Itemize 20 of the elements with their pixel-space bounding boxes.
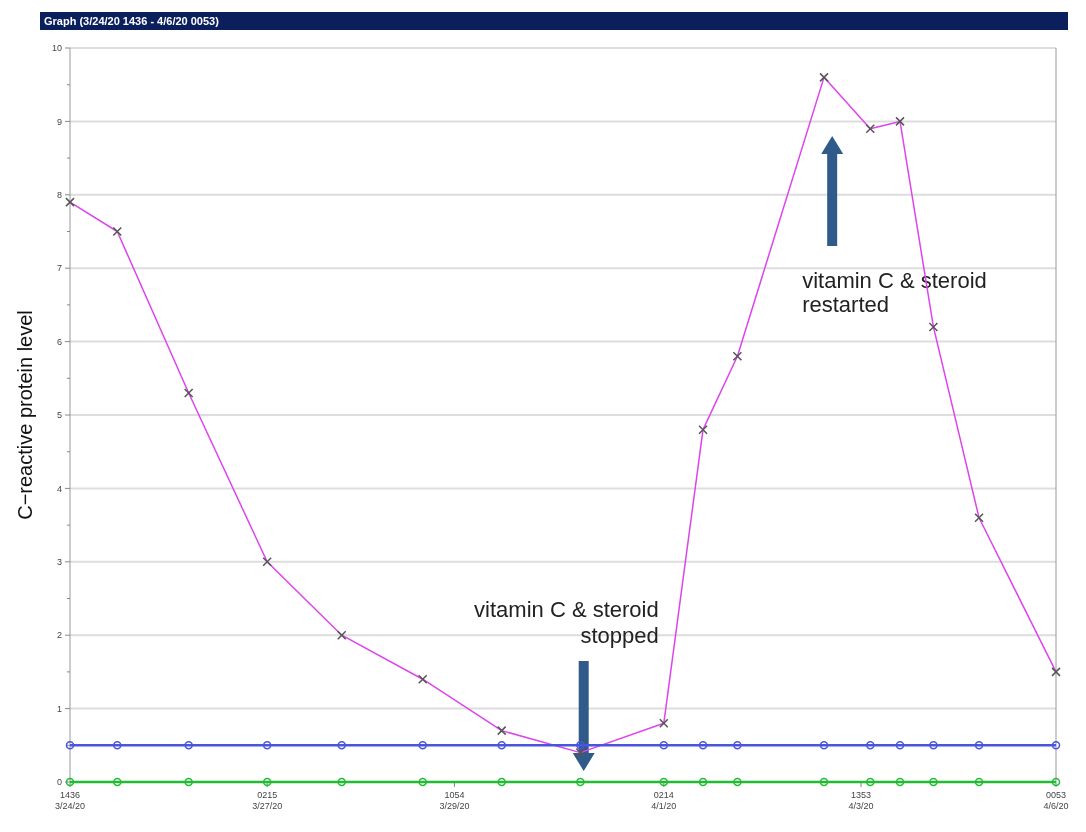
x-tick-label: 0215 3/27/20	[252, 790, 283, 811]
chart-title: Graph (3/24/20 1436 - 4/6/20 0053)	[44, 15, 220, 27]
annotation: vitamin C & steroid stopped	[474, 596, 659, 648]
y-tick-label: 1	[56, 703, 62, 714]
x-tick-label: 1054 3/29/20	[439, 790, 470, 811]
y-tick-label: 2	[56, 630, 62, 641]
y-tick-label: 4	[56, 483, 62, 494]
y-tick-label: 3	[56, 556, 62, 567]
x-tick-label: 1353 4/3/20	[848, 790, 874, 811]
y-tick-label: 5	[56, 410, 62, 421]
y-axis-title: C−reactive protein level	[14, 310, 36, 520]
y-tick-label: 6	[56, 336, 62, 347]
y-tick-label: 8	[56, 189, 62, 200]
y-tick-label: 7	[56, 263, 62, 274]
y-tick-label: 10	[51, 43, 62, 54]
x-tick-label: 1436 3/24/20	[54, 790, 86, 811]
y-tick-label: 0	[56, 777, 62, 788]
x-tick-label: 0053 4/6/20	[1043, 790, 1069, 811]
x-tick-label: 0214 4/1/20	[651, 790, 677, 811]
y-tick-label: 9	[56, 116, 62, 127]
